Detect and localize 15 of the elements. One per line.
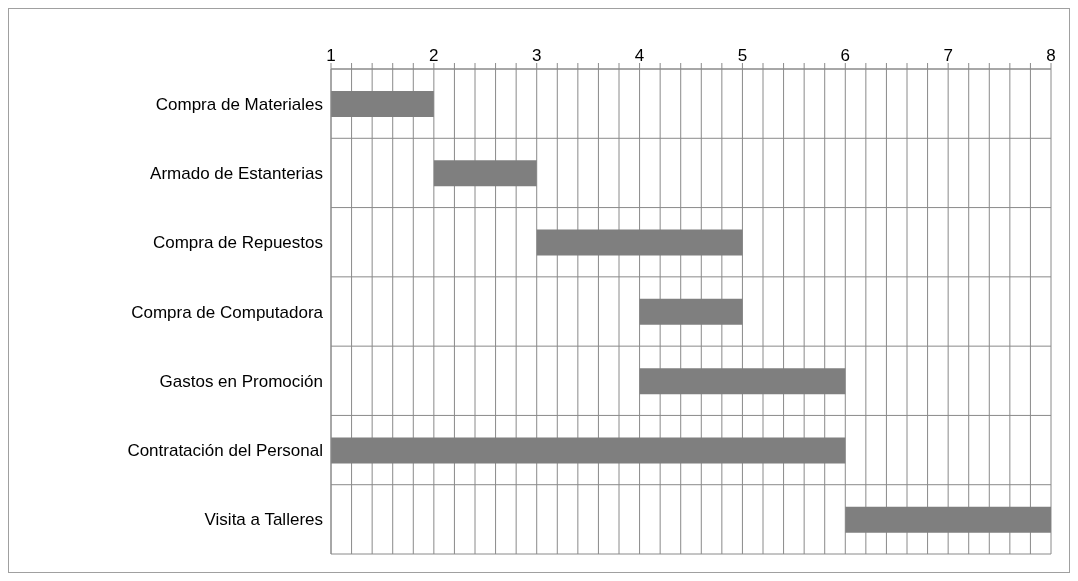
x-tick-label: 5 xyxy=(737,46,748,65)
y-tick-label: Compra de Repuestos xyxy=(152,233,323,253)
y-tick-label: Compra de Materiales xyxy=(155,94,323,114)
x-tick-label: 3 xyxy=(531,46,542,65)
y-tick-label: Compra de Computadora xyxy=(131,302,324,322)
y-tick-label: Armado de Estanterias xyxy=(150,163,323,183)
x-tick-label: 2 xyxy=(429,46,439,65)
y-tick-label: Gastos en Promoción xyxy=(159,371,323,391)
y-tick-label: Contratación del Personal xyxy=(127,441,323,461)
x-tick-label: 8 xyxy=(1046,46,1056,65)
x-tick-label: 7 xyxy=(943,46,953,65)
x-tick-label: 6 xyxy=(840,46,851,65)
x-tick-label: 1 xyxy=(326,46,336,65)
x-tick-label: 4 xyxy=(634,46,645,65)
y-tick-label: Visita a Talleres xyxy=(204,510,323,530)
